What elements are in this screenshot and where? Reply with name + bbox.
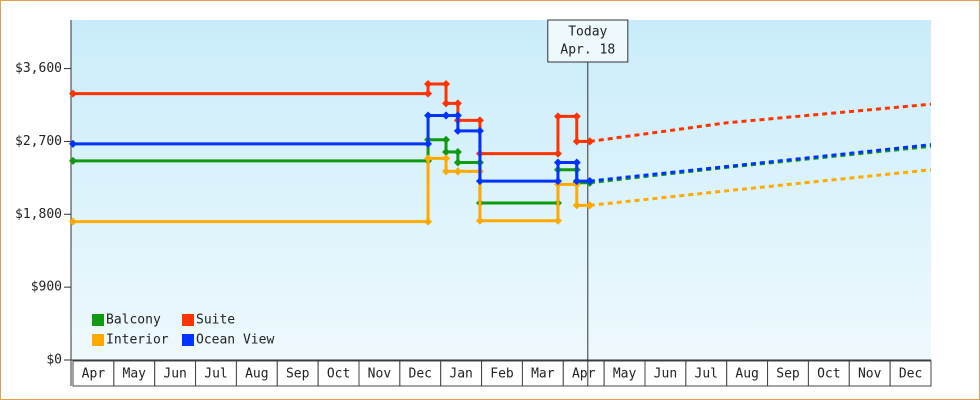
x-tick-label: Dec	[409, 367, 432, 382]
point-marker	[453, 111, 462, 120]
point-marker	[442, 167, 451, 176]
x-tick-label: Nov	[368, 367, 392, 382]
point-marker	[69, 89, 77, 98]
point-marker	[424, 154, 433, 163]
point-marker	[453, 158, 462, 167]
plot-area	[71, 20, 931, 360]
forecast-line	[589, 102, 932, 143]
today-label: Today	[568, 25, 607, 40]
point-marker	[424, 217, 433, 226]
point-marker	[572, 201, 581, 210]
legend-swatch	[182, 334, 194, 346]
forecast-line	[589, 168, 932, 207]
x-tick-label: Apr	[82, 367, 106, 382]
month-box	[195, 360, 237, 387]
x-tick-label: Jul	[204, 367, 227, 382]
x-tick-label: May	[123, 367, 147, 382]
x-tick-label: Mar	[531, 367, 555, 382]
legend-swatch	[92, 314, 104, 326]
x-tick-label: Aug	[245, 367, 268, 382]
point-marker	[453, 126, 462, 135]
x-tick-label: May	[613, 367, 637, 382]
x-tick-label: Jan	[449, 367, 472, 382]
month-box	[889, 360, 932, 387]
x-tick-label: Jun	[654, 367, 677, 382]
x-tick-label: Nov	[858, 367, 882, 382]
point-marker	[475, 216, 484, 225]
point-marker	[442, 79, 451, 88]
point-marker	[553, 149, 562, 158]
legend-swatch	[92, 334, 104, 346]
point-marker	[572, 137, 581, 146]
month-box	[767, 360, 809, 387]
point-marker	[572, 158, 581, 167]
month-box	[807, 360, 850, 387]
x-tick-label: Jun	[163, 367, 186, 382]
y-tick-label: $0	[46, 353, 62, 368]
point-marker	[453, 147, 462, 156]
month-box	[154, 360, 197, 387]
legend-label: Suite	[196, 313, 235, 328]
month-box	[72, 360, 115, 387]
today-date: Apr. 18	[560, 43, 615, 58]
legend-label: Interior	[106, 333, 169, 348]
x-tick-label: Dec	[899, 367, 922, 382]
x-tick-label: Feb	[490, 367, 514, 382]
point-marker	[424, 89, 433, 98]
point-marker	[442, 135, 451, 144]
point-marker	[453, 99, 462, 108]
point-marker	[69, 217, 77, 226]
month-box	[848, 360, 891, 387]
point-marker	[442, 147, 451, 156]
point-marker	[475, 177, 484, 186]
point-marker	[553, 216, 562, 225]
point-marker	[424, 111, 433, 120]
point-marker	[585, 201, 594, 210]
point-marker	[572, 177, 581, 186]
legend-label: Balcony	[106, 313, 161, 328]
point-marker	[553, 158, 562, 167]
today-box	[547, 19, 629, 63]
point-marker	[553, 112, 562, 121]
x-tick-label: Sep	[776, 367, 800, 382]
x-tick-label: Aug	[735, 367, 758, 382]
point-marker	[424, 139, 433, 148]
x-tick-label: Oct	[327, 367, 350, 382]
point-marker	[453, 167, 462, 176]
point-marker	[69, 139, 77, 148]
point-marker	[475, 116, 484, 125]
x-tick-label: Sep	[286, 367, 310, 382]
month-box	[562, 360, 605, 387]
legend-swatch	[182, 314, 194, 326]
month-box	[358, 360, 401, 387]
forecast-line	[589, 143, 932, 183]
point-marker	[442, 154, 451, 163]
legend-label: Ocean View	[196, 333, 274, 348]
month-box	[235, 360, 278, 387]
y-tick-label: $1,800	[15, 207, 62, 222]
y-tick-label: $3,600	[15, 61, 62, 76]
point-marker	[424, 79, 433, 88]
month-box	[521, 360, 564, 387]
point-marker	[553, 177, 562, 186]
point-marker	[69, 156, 77, 165]
y-tick-label: $2,700	[15, 134, 62, 149]
x-tick-label: Apr	[572, 367, 596, 382]
point-marker	[585, 137, 594, 146]
point-marker	[442, 99, 451, 108]
month-box	[113, 360, 156, 387]
y-tick-label: $900	[31, 280, 62, 295]
point-marker	[572, 112, 581, 121]
month-box	[440, 360, 483, 387]
point-marker	[475, 126, 484, 135]
point-marker	[442, 111, 451, 120]
point-marker	[585, 177, 594, 186]
month-box	[644, 360, 687, 387]
x-tick-label: Jul	[695, 367, 718, 382]
x-tick-label: Oct	[817, 367, 840, 382]
month-box	[685, 360, 728, 387]
